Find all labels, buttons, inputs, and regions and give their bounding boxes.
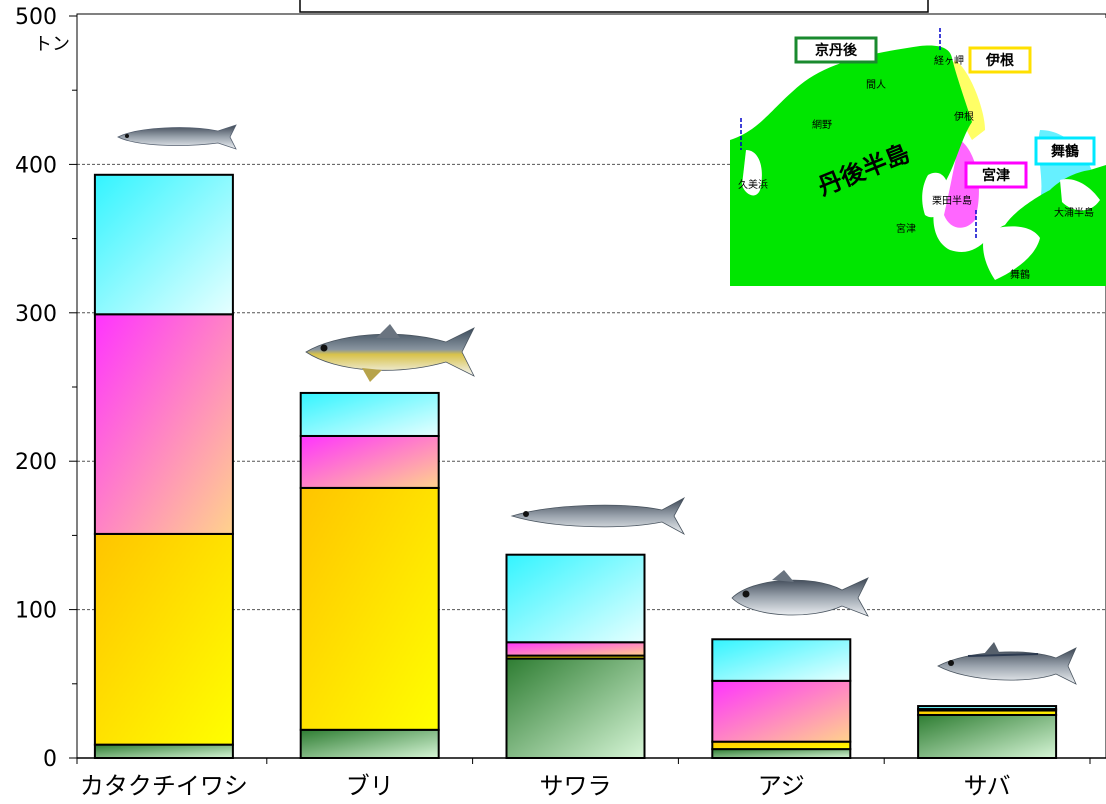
x-tick-label: サバ [964,772,1011,800]
bar-segment [711,679,852,743]
y-unit-label: トン [34,34,70,55]
x-tick-label: サワラ [540,772,612,800]
bar-segment [93,532,234,746]
map-inset: 京丹後 伊根 宮津 舞鶴 丹後半島 間人 経ヶ岬 網野 伊根 久美浜 栗田半島 … [730,18,1106,286]
bar-segment [711,638,852,682]
svg-text:宮津: 宮津 [982,167,1010,184]
bar-segment [93,173,234,316]
bar-segment [299,486,440,731]
horse-mackerel-icon [731,570,869,617]
bar-segment [505,553,646,644]
bar-segment [505,641,646,657]
bar-segment [711,740,852,751]
bar-segment [505,657,646,760]
bar-segment [299,434,440,489]
map-region-kyotango: 京丹後 [794,36,878,64]
y-tick-label: 200 [15,450,57,475]
y-tick-label: 300 [15,302,57,327]
anchovy-icon [117,124,237,150]
map-place-label: 久美浜 [738,178,768,191]
map-place-label: 大浦半島 [1054,206,1094,219]
x-tick-label: カタクチイワシ [80,772,248,800]
map-region-miyazu: 宮津 [964,161,1028,189]
map-place-label: 網野 [812,118,832,131]
mackerel-icon [937,642,1077,685]
y-tick-label: 500 [15,5,57,30]
spanish-mackerel-icon [510,496,686,536]
svg-text:京丹後: 京丹後 [815,42,858,59]
x-tick-label: アジ [758,772,805,800]
map-place-label: 宮津 [896,222,916,235]
bar-segment [299,728,440,760]
map-place-label: 経ヶ岬 [934,54,964,67]
y-tick-label: 100 [15,599,57,624]
map-place-label: 舞鶴 [1010,268,1030,281]
svg-text:伊根: 伊根 [985,52,1015,69]
map-place-label: 栗田半島 [932,194,972,207]
bar-segment [93,313,234,535]
y-tick-label: 0 [43,747,57,772]
title-box [299,0,929,13]
yellowtail-icon [305,324,475,382]
map-place-label: 伊根 [954,110,974,123]
bar-segment [917,713,1058,759]
y-tick-label: 400 [15,153,57,178]
map-region-ine: 伊根 [968,46,1032,74]
bar-segment [299,391,440,437]
map-region-maizuru: 舞鶴 [1034,136,1096,166]
bar-segment [93,743,234,759]
map-place-label: 間人 [866,79,886,91]
bar-segment [711,748,852,760]
svg-text:舞鶴: 舞鶴 [1051,143,1079,160]
bar-segment [917,705,1058,711]
x-tick-label: ブリ [346,772,394,800]
